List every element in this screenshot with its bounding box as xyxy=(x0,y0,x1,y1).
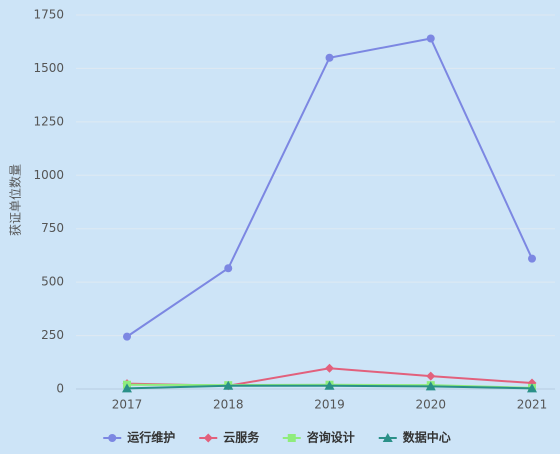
legend-label: 数据中心 xyxy=(403,430,451,445)
data-point xyxy=(122,383,132,393)
data-point xyxy=(426,34,435,43)
legend-label: 咨询设计 xyxy=(307,430,355,445)
legend-marker xyxy=(108,434,117,442)
legend-marker xyxy=(203,433,213,443)
data-point xyxy=(223,380,234,390)
y-tick-label: 250 xyxy=(41,328,64,342)
data-point xyxy=(325,363,334,373)
y-tick-label: 500 xyxy=(41,275,64,289)
x-tick-label: 2017 xyxy=(112,398,143,412)
x-tick-label: 2018 xyxy=(213,398,244,412)
legend-label: 运行维护 xyxy=(127,430,175,445)
data-point xyxy=(426,371,436,381)
data-point xyxy=(324,380,335,390)
y-tick-label: 1500 xyxy=(33,61,64,75)
data-point xyxy=(425,381,436,391)
y-axis-label: 获证单位数量 xyxy=(8,164,23,236)
data-point xyxy=(325,53,334,62)
data-point xyxy=(123,332,131,341)
y-tick-label: 750 xyxy=(41,221,64,235)
y-tick-label: 1250 xyxy=(33,114,64,128)
data-point xyxy=(528,254,536,263)
y-tick-label: 1750 xyxy=(33,8,64,22)
y-tick-label: 1000 xyxy=(33,168,64,182)
legend-marker xyxy=(287,434,296,442)
y-tick-label: 0 xyxy=(56,382,64,396)
x-tick-label: 2020 xyxy=(415,398,446,412)
x-tick-label: 2021 xyxy=(517,398,548,412)
x-tick-label: 2019 xyxy=(314,398,345,412)
data-point xyxy=(224,264,233,273)
legend-label: 云服务 xyxy=(223,430,260,445)
legend-marker xyxy=(382,433,393,442)
data-point xyxy=(527,383,537,393)
legend: 运行维护 云服务 咨询设计 数据中心 xyxy=(103,430,451,445)
